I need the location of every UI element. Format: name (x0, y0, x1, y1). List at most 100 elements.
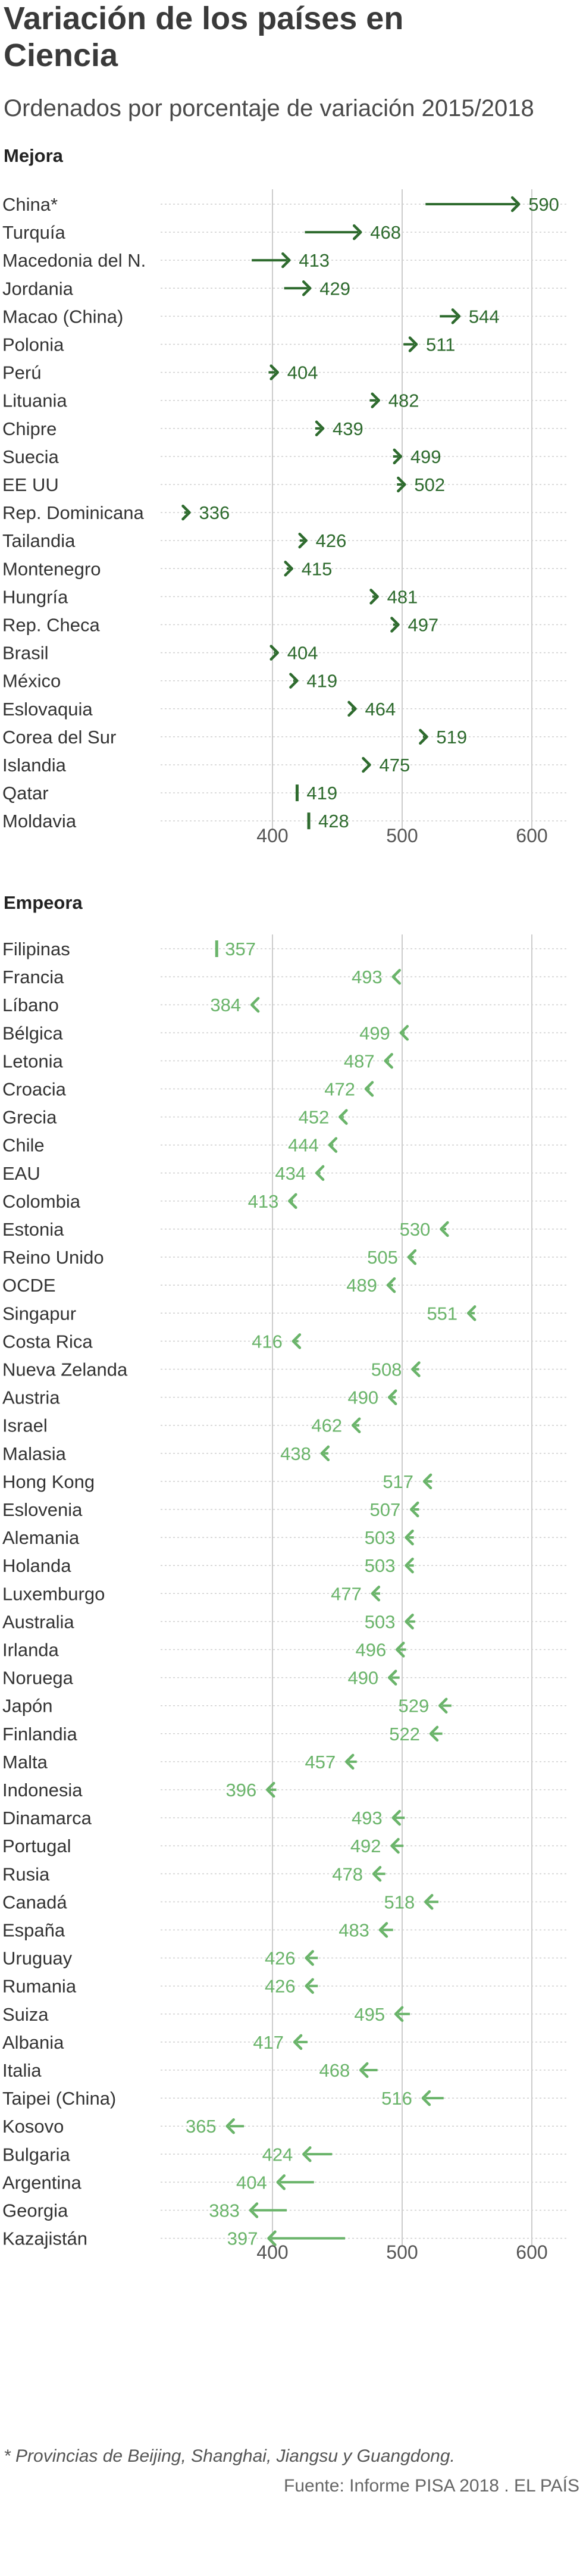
country-label: Chile (2, 1135, 45, 1156)
arrow-head (249, 2202, 259, 2218)
country-label: EAU (2, 1163, 40, 1184)
value-label: 499 (410, 446, 441, 467)
country-label: Estonia (2, 1219, 64, 1240)
country-label: Eslovaquia (2, 699, 93, 720)
arrow-head (305, 1978, 314, 1994)
tick-label: 400 (256, 825, 288, 846)
arrow-head (390, 617, 400, 633)
arrow-head (422, 1473, 432, 1490)
value-label: 503 (365, 1527, 396, 1548)
arrow-head (281, 252, 291, 268)
arrow-head (362, 756, 371, 773)
value-label: 468 (370, 222, 401, 243)
value-label: 517 (383, 1471, 413, 1492)
country-label: China* (2, 194, 58, 215)
country-label: Alemania (2, 1527, 80, 1548)
value-label: 416 (252, 1331, 283, 1352)
arrow-head (315, 420, 325, 437)
arrow-head (405, 1557, 414, 1574)
arrow-head (328, 1137, 338, 1153)
country-label: Albania (2, 2032, 64, 2053)
country-label: Colombia (2, 1191, 81, 1212)
chart-title: Variación de los países en Ciencia (4, 1, 404, 73)
arrow-head (315, 1165, 325, 1181)
value-label: 419 (306, 671, 337, 692)
value-label: 426 (265, 1976, 296, 1997)
arrow-head (351, 1417, 361, 1433)
country-label: Francia (2, 967, 64, 987)
arrow-head (394, 2006, 404, 2022)
arrow-head (438, 1697, 448, 1714)
arrow-head (410, 1501, 419, 1518)
value-label: 530 (400, 1219, 431, 1240)
value-label: 462 (311, 1415, 342, 1436)
country-label: Turquía (2, 222, 65, 243)
value-label: 404 (287, 643, 318, 664)
arrow-head (371, 392, 381, 408)
country-label: Luxemburgo (2, 1583, 105, 1604)
footnote: * Provincias de Beijing, Shanghai, Jiang… (4, 2446, 455, 2466)
country-label: Montenegro (2, 558, 101, 579)
value-label: 503 (365, 1555, 396, 1576)
value-label: 419 (306, 783, 337, 804)
value-label: 481 (387, 586, 418, 607)
tick-label: 500 (386, 825, 418, 846)
source-credit: Fuente: Informe PISA 2018 . EL PAÍS (284, 2476, 579, 2496)
country-label: Moldavia (2, 811, 77, 831)
value-label: 507 (370, 1499, 401, 1520)
value-label: 516 (381, 2088, 412, 2109)
country-label: Chipre (2, 418, 57, 439)
country-label: Perú (2, 362, 41, 383)
arrow-head (345, 1753, 355, 1770)
arrow-head (510, 196, 521, 212)
arrow-head (396, 1642, 405, 1658)
value-label: 496 (356, 1640, 387, 1661)
arrow-head (407, 1249, 417, 1265)
country-label: Eslovenia (2, 1499, 83, 1520)
value-label: 478 (332, 1864, 363, 1884)
country-label: Hong Kong (2, 1471, 95, 1492)
country-label: Rep. Dominicana (2, 502, 145, 523)
value-label: 457 (305, 1752, 336, 1772)
value-label: 417 (253, 2032, 284, 2053)
arrow-head (405, 1529, 414, 1546)
arrow-head (320, 1445, 330, 1462)
country-label: Croacia (2, 1079, 67, 1100)
value-label: 383 (209, 2200, 240, 2221)
arrow-head (424, 1894, 434, 1910)
country-label: Argentina (2, 2172, 82, 2193)
country-label: Rumania (2, 1976, 77, 1997)
arrow-head (288, 1193, 297, 1209)
value-label: 518 (384, 1892, 415, 1912)
value-label: 365 (186, 2116, 217, 2137)
value-label: 511 (426, 334, 455, 355)
value-label: 551 (427, 1303, 457, 1324)
value-label: 519 (436, 727, 467, 748)
value-label: 505 (367, 1247, 398, 1268)
country-label: Polonia (2, 334, 64, 355)
country-label: Qatar (2, 783, 49, 804)
country-label: Macao (China) (2, 306, 123, 327)
value-label: 495 (354, 2004, 385, 2025)
arrow-head (440, 1221, 449, 1237)
country-label: Singapur (2, 1303, 76, 1324)
value-label: 497 (408, 615, 438, 636)
value-label: 472 (324, 1079, 355, 1100)
country-label: Austria (2, 1387, 60, 1408)
value-label: 444 (288, 1135, 319, 1156)
value-label: 404 (236, 2172, 267, 2193)
country-label: Malta (2, 1752, 48, 1772)
group-header: Empeora (4, 892, 83, 913)
value-label: 468 (319, 2060, 350, 2081)
arrow-head (391, 968, 401, 985)
country-label: Islandia (2, 755, 67, 776)
country-label: Dinamarca (2, 1808, 92, 1828)
arrow-head (421, 2090, 431, 2106)
country-label: Kosovo (2, 2116, 64, 2137)
value-label: 522 (389, 1724, 420, 1745)
arrow-head (267, 2230, 277, 2246)
value-label: 544 (469, 306, 500, 327)
country-label: Macedonia del N. (2, 250, 146, 271)
